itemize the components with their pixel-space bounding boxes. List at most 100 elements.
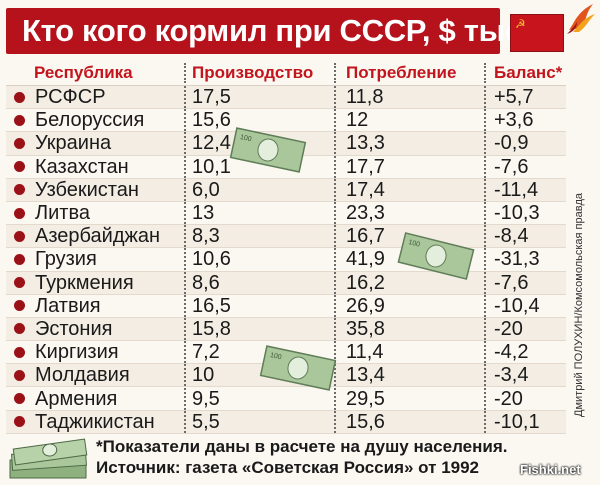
ussr-flag-icon: ☭: [510, 14, 564, 52]
republic-name: Таджикистан: [35, 410, 155, 433]
balance-cell: -8,4: [484, 225, 566, 248]
republic-name: Армения: [35, 387, 118, 410]
consumption-cell: 29,5: [334, 387, 484, 410]
republic-name: Белоруссия: [35, 109, 145, 132]
republic-cell: Туркмения: [6, 272, 184, 294]
republic-cell: Узбекистан: [6, 179, 184, 201]
republic-cell: Молдавия: [6, 364, 184, 386]
bill-denomination: 100: [269, 352, 282, 361]
bill-denomination: 100: [408, 239, 421, 249]
page-title: Кто кого кормил при СССР, $ тыс.: [22, 13, 531, 48]
table-row: Узбекистан 6,0 17,4 -11,4: [6, 178, 566, 202]
column-header-balance: Баланс*: [484, 62, 566, 83]
production-cell: 5,5: [184, 410, 334, 433]
balance-cell: +5,7: [484, 86, 566, 109]
bullet-icon: [14, 137, 25, 149]
watermark: Fishki.net: [520, 462, 581, 477]
table-row: Литва 13 23,3 -10,3: [6, 202, 566, 226]
republic-cell: Грузия: [6, 248, 184, 270]
bullet-icon: [14, 346, 25, 358]
production-cell: 12,4: [184, 132, 334, 155]
bullet-icon: [14, 300, 25, 312]
balance-cell: -20: [484, 317, 566, 340]
production-cell: 6,0: [184, 178, 334, 201]
republic-name: Казахстан: [35, 155, 129, 178]
bullet-icon: [14, 91, 25, 103]
bullet-icon: [14, 207, 25, 219]
table-header: Республика Производство Потребление Бала…: [6, 60, 566, 86]
republic-cell: Азербайджан: [6, 225, 184, 247]
republic-name: Узбекистан: [35, 178, 139, 201]
consumption-cell: 13,4: [334, 364, 484, 387]
footnote-source: Источник: газета «Советская Россия» от 1…: [96, 458, 480, 477]
balance-cell: -20: [484, 387, 566, 410]
republic-name: Азербайджан: [35, 225, 161, 248]
balance-cell: -31,3: [484, 248, 566, 271]
bullet-icon: [14, 161, 25, 173]
column-header-production: Производство: [184, 62, 334, 83]
consumption-cell: 11,8: [334, 86, 484, 109]
production-cell: 10,6: [184, 248, 334, 271]
firebird-icon: [567, 4, 595, 34]
bullet-icon: [14, 369, 25, 381]
republic-cell: Белоруссия: [6, 109, 184, 131]
footnote: *Показатели даны в расчете на душу насел…: [96, 436, 576, 478]
production-cell: 10,1: [184, 155, 334, 178]
consumption-cell: 11,4: [334, 341, 484, 364]
table-row: РСФСР 17,5 11,8 +5,7: [6, 86, 566, 110]
production-cell: 8,3: [184, 225, 334, 248]
republic-name: Туркмения: [35, 271, 134, 294]
balance-cell: -7,6: [484, 271, 566, 294]
republic-cell: Киргизия: [6, 341, 184, 363]
balance-cell: +3,6: [484, 109, 566, 132]
bullet-icon: [14, 277, 25, 289]
republic-cell: Армения: [6, 388, 184, 410]
republic-name: Литва: [35, 202, 90, 225]
consumption-cell: 17,4: [334, 178, 484, 201]
footnote-note: *Показатели даны в расчете на душу насел…: [96, 437, 508, 456]
bullet-icon: [14, 393, 25, 405]
republic-cell: Украина: [6, 132, 184, 154]
republic-name: Киргизия: [35, 341, 119, 364]
dollar-bill-icon: 100: [259, 345, 337, 391]
consumption-cell: 17,7: [334, 155, 484, 178]
republic-name: РСФСР: [35, 86, 106, 109]
republic-cell: Таджикистан: [6, 411, 184, 433]
republic-cell: Казахстан: [6, 156, 184, 178]
balance-cell: -10,3: [484, 202, 566, 225]
table-row: Таджикистан 5,5 15,6 -10,1: [6, 410, 566, 434]
table-row: Грузия 10,6 41,9 -31,3: [6, 248, 566, 272]
table-row: Латвия 16,5 26,9 -10,4: [6, 294, 566, 318]
consumption-cell: 23,3: [334, 202, 484, 225]
author-credit-text: Дмитрий ПОЛУХИН/Комсомольская правда: [573, 193, 585, 417]
bullet-icon: [14, 323, 25, 335]
production-cell: 16,5: [184, 294, 334, 317]
republic-cell: Эстония: [6, 318, 184, 340]
money-stack-icon: [9, 438, 88, 479]
republic-name: Латвия: [35, 294, 101, 317]
republic-name: Эстония: [35, 317, 113, 340]
bullet-icon: [14, 114, 25, 126]
bullet-icon: [14, 416, 25, 428]
table-row: Белоруссия 15,6 12 +3,6: [6, 109, 566, 133]
balance-cell: -3,4: [484, 364, 566, 387]
data-table: Республика Производство Потребление Бала…: [6, 60, 566, 434]
consumption-cell: 16,7: [334, 225, 484, 248]
consumption-cell: 35,8: [334, 317, 484, 340]
consumption-cell: 26,9: [334, 294, 484, 317]
bullet-icon: [14, 230, 25, 242]
bullet-icon: [14, 253, 25, 265]
production-cell: 17,5: [184, 86, 334, 109]
republic-cell: РСФСР: [6, 86, 184, 108]
dollar-bill-icon: 100: [397, 232, 475, 280]
production-cell: 8,6: [184, 271, 334, 294]
production-cell: 15,8: [184, 317, 334, 340]
production-cell: 15,6: [184, 109, 334, 132]
table-row: Азербайджан 8,3 16,7 -8,4: [6, 225, 566, 249]
balance-cell: -7,6: [484, 155, 566, 178]
production-cell: 7,2: [184, 341, 334, 364]
column-header-consumption: Потребление: [334, 62, 484, 83]
title-bar: Кто кого кормил при СССР, $ тыс.: [6, 8, 530, 54]
table-body: РСФСР 17,5 11,8 +5,7 Белоруссия 15,6 12 +3,6 Укр…: [6, 86, 566, 434]
